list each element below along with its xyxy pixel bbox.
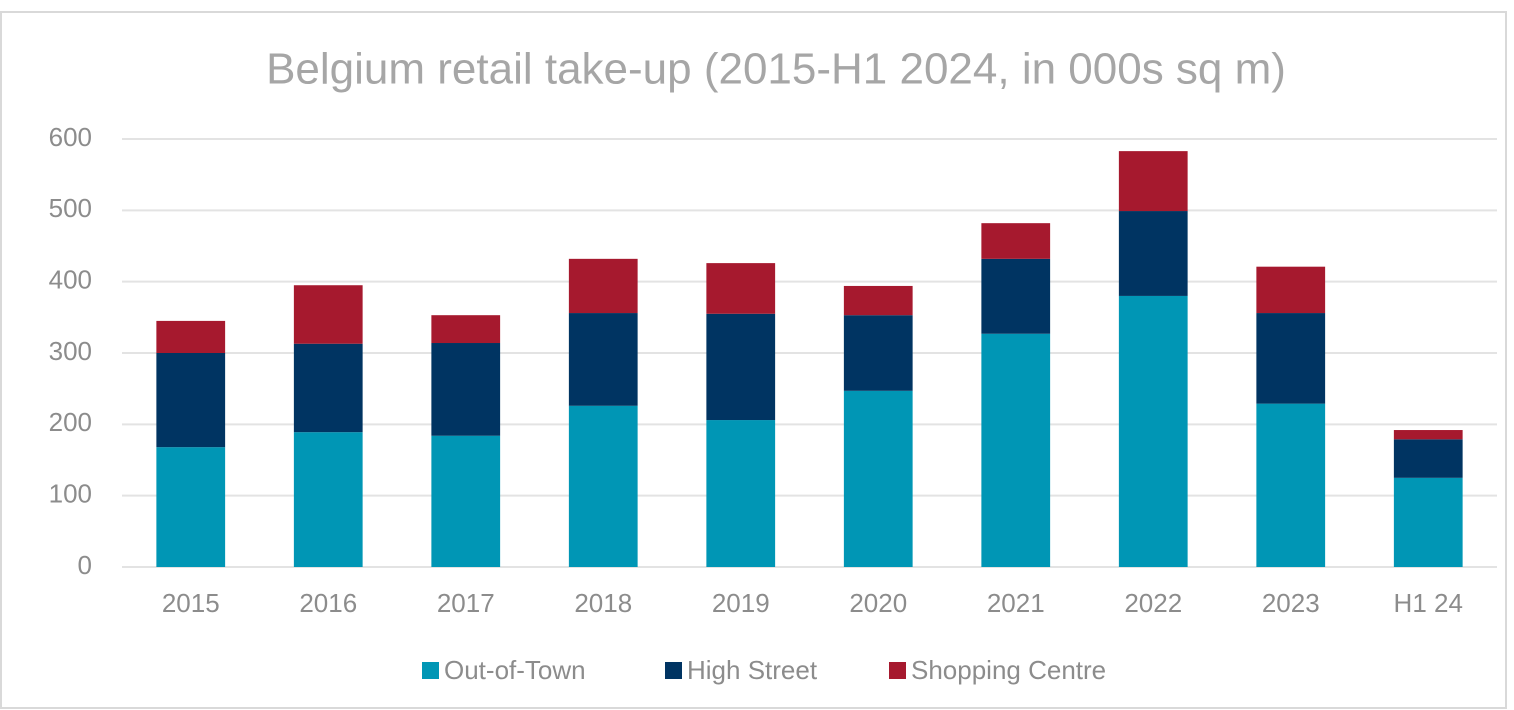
x-tick-label: H1 24 (1394, 588, 1463, 618)
bar-segment (293, 343, 363, 433)
bar-segment (843, 315, 913, 391)
bar-segment (1118, 211, 1188, 296)
bar-segment (156, 353, 226, 448)
y-tick-label: 500 (49, 193, 92, 223)
bar-segment (981, 223, 1051, 259)
x-tick-label: 2020 (849, 588, 907, 618)
bar-segment (431, 343, 501, 436)
chart-title: Belgium retail take-up (2015-H1 2024, in… (266, 45, 1286, 94)
bar-segment (293, 285, 363, 344)
bar-segment (431, 435, 501, 567)
bar-segment (156, 320, 226, 353)
x-tick-label: 2019 (712, 588, 770, 618)
bar-segment (1118, 151, 1188, 212)
bar-segment (568, 405, 638, 567)
bar-segment (843, 285, 913, 316)
bar-segment (1256, 403, 1326, 567)
bar-segment (1393, 430, 1463, 440)
bar-segment (1118, 295, 1188, 567)
legend-swatch (889, 662, 906, 679)
y-tick-label: 300 (49, 336, 92, 366)
bar-segment (431, 315, 501, 344)
legend-swatch (665, 662, 682, 679)
x-tick-label: 2022 (1124, 588, 1182, 618)
y-tick-label: 100 (49, 479, 92, 509)
x-tick-label: 2016 (299, 588, 357, 618)
legend-label: Out-of-Town (444, 655, 586, 685)
bar-segment (706, 420, 776, 567)
bar-segment (706, 263, 776, 314)
legend-label: High Street (687, 655, 818, 685)
legend-swatch (422, 662, 439, 679)
legend-label: Shopping Centre (911, 655, 1106, 685)
y-tick-label: 400 (49, 265, 92, 295)
bar-segment (981, 333, 1051, 567)
x-tick-label: 2018 (574, 588, 632, 618)
x-tick-label: 2021 (987, 588, 1045, 618)
bar-segment (156, 447, 226, 567)
bar-segment (1256, 313, 1326, 404)
y-tick-label: 200 (49, 407, 92, 437)
bar-segment (568, 258, 638, 314)
y-tick-label: 0 (78, 550, 92, 580)
bar-segment (1393, 477, 1463, 567)
bar-segment (1256, 266, 1326, 314)
bar-segment (1393, 439, 1463, 478)
bar-segment (981, 258, 1051, 334)
bar-segment (706, 313, 776, 421)
x-tick-label: 2015 (162, 588, 220, 618)
y-tick-label: 600 (49, 122, 92, 152)
x-tick-label: 2023 (1262, 588, 1320, 618)
bar-segment (568, 313, 638, 406)
chart-frame (0, 11, 1507, 709)
bar-segment (843, 390, 913, 567)
bar-segment (293, 432, 363, 567)
x-tick-label: 2017 (437, 588, 495, 618)
